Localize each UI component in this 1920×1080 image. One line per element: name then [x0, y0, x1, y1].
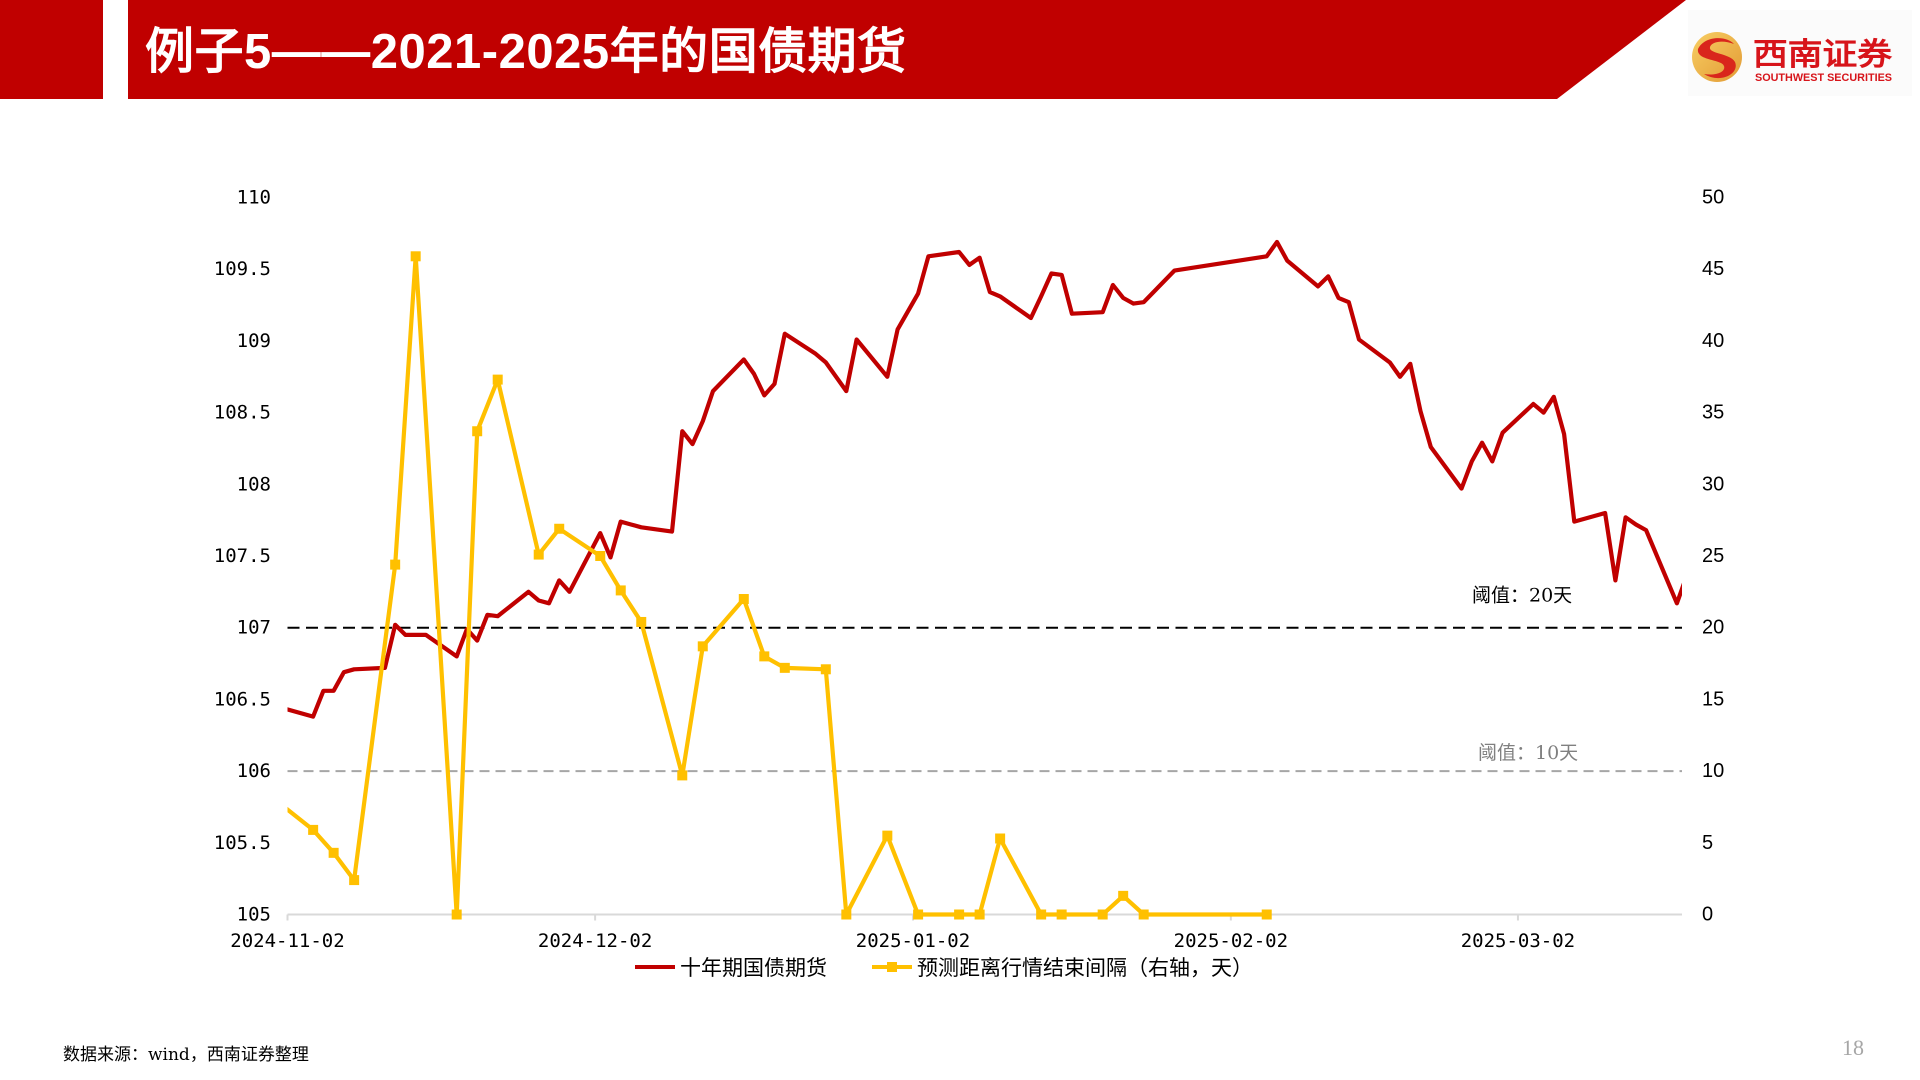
data-point-marker [759, 651, 770, 662]
data-point-marker [328, 847, 339, 858]
data-point-marker [677, 770, 688, 781]
y-left-tick-label: 107.5 [214, 545, 271, 567]
header-title-bar [128, 0, 1686, 99]
company-logo: 西南证券 SOUTHWEST SECURITIES [1688, 10, 1912, 96]
chart-legend: 十年期国债期货 预测距离行情结束间隔（右轴，天） [635, 952, 1253, 982]
x-axis-tick-label: 2025-02-02 [1174, 930, 1288, 952]
y-right-tick-label: 15 [1702, 688, 1724, 710]
data-point-marker [1056, 909, 1067, 920]
data-point-marker [277, 801, 287, 811]
x-axis-ticks [286, 914, 1519, 921]
data-point-marker [554, 523, 565, 534]
y-left-tick-label: 108 [237, 473, 271, 495]
data-point-marker [954, 909, 965, 920]
data-point-marker [779, 662, 790, 673]
threshold-label-10: 阈值：10天 [1478, 742, 1578, 764]
data-point-marker [492, 374, 503, 385]
y-right-tick-label: 5 [1702, 832, 1713, 854]
data-point-marker [308, 824, 319, 835]
data-point-marker [615, 585, 626, 596]
data-point-marker [390, 559, 401, 570]
x-axis-tick-label: 2024-11-02 [230, 930, 344, 952]
header-banner [0, 0, 1686, 99]
square-marker-icon [887, 962, 897, 972]
page-number: 18 [1842, 1035, 1864, 1060]
data-point-marker [349, 875, 360, 886]
data-point-marker [913, 909, 924, 920]
data-point-marker [410, 251, 421, 262]
header-accent-block [0, 0, 103, 99]
data-point-marker [1261, 909, 1272, 920]
data-point-marker [841, 909, 852, 920]
legend-item-treasury-futures: 十年期国债期货 [635, 952, 827, 982]
y-right-tick-label: 10 [1702, 760, 1724, 782]
data-point-marker [974, 909, 985, 920]
legend-line-swatch-red [635, 965, 675, 969]
x-axis-labels: 2024-11-02 2024-12-02 2025-01-02 2025-02-02… [230, 930, 1575, 952]
data-point-marker [1036, 909, 1047, 920]
x-axis-tick-label: 2024-12-02 [538, 930, 652, 952]
y-left-tick-label: 105.5 [214, 832, 271, 854]
series-line-treasury-futures [287, 239, 1682, 719]
data-point-marker [995, 833, 1006, 844]
series-line-predicted-interval [287, 254, 1269, 917]
data-point-marker [595, 551, 606, 561]
y-left-tick-label: 108.5 [214, 402, 271, 424]
data-point-marker [882, 830, 893, 841]
series-lines [287, 239, 1682, 917]
y-left-tick-label: 107 [237, 617, 271, 639]
y-right-tick-label: 25 [1702, 545, 1724, 567]
y-left-tick-label: 105 [237, 904, 271, 926]
data-point-marker [697, 641, 708, 652]
y-left-axis-labels: 110 109.5 109 108.5 108 107.5 107 106.5 106 105.5… [214, 187, 271, 926]
data-point-marker [1118, 890, 1129, 901]
y-right-tick-label: 35 [1702, 402, 1724, 424]
legend-line-swatch-yellow [872, 962, 912, 972]
data-point-marker [451, 909, 462, 920]
threshold-label-20: 阈值：20天 [1472, 585, 1572, 607]
page-title: 例子5——2021-2025年的国债期货 [145, 25, 907, 79]
y-left-tick-label: 106 [237, 760, 271, 782]
legend-label: 预测距离行情结束间隔（右轴，天） [917, 956, 1253, 980]
y-right-tick-label: 30 [1702, 473, 1724, 495]
legend-item-predicted-interval: 预测距离行情结束间隔（右轴，天） [872, 952, 1253, 982]
x-axis-tick-label: 2025-01-02 [856, 930, 970, 952]
data-source-note: 数据来源：wind，西南证券整理 [63, 1045, 309, 1065]
y-right-tick-label: 40 [1702, 330, 1724, 352]
data-point-marker [1138, 909, 1149, 920]
y-right-tick-label: 50 [1702, 187, 1724, 209]
y-left-tick-label: 110 [237, 187, 271, 209]
data-point-marker [820, 664, 831, 675]
plot-area [277, 239, 1682, 920]
y-right-tick-label: 0 [1702, 904, 1713, 926]
series-markers [277, 251, 1272, 920]
logo-cn-name: 西南证券 [1753, 37, 1893, 73]
data-point-marker [738, 594, 749, 605]
data-point-marker [636, 616, 647, 627]
y-right-tick-label: 45 [1702, 258, 1724, 280]
data-point-marker [1097, 909, 1108, 920]
data-point-marker [472, 426, 483, 437]
x-axis: 2024-11-02 2024-12-02 2025-01-02 2025-02-02… [230, 913, 1682, 952]
y-left-tick-label: 109.5 [214, 258, 271, 280]
data-point-marker [533, 549, 544, 560]
y-right-tick-label: 20 [1702, 617, 1724, 639]
legend-label: 十年期国债期货 [680, 956, 827, 980]
logo-emblem-icon [1692, 32, 1742, 82]
logo-en-name: SOUTHWEST SECURITIES [1755, 72, 1892, 84]
x-axis-tick-label: 2025-03-02 [1461, 930, 1575, 952]
y-left-tick-label: 109 [237, 330, 271, 352]
y-left-tick-label: 106.5 [214, 688, 271, 710]
